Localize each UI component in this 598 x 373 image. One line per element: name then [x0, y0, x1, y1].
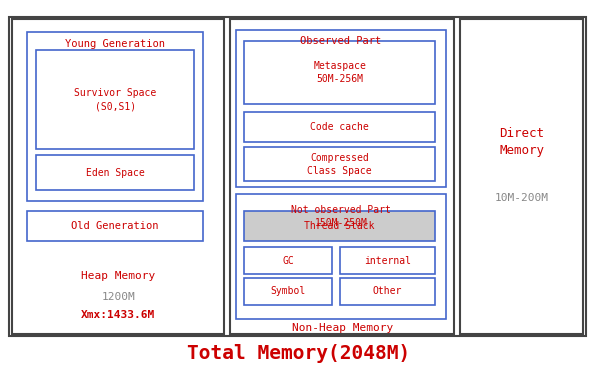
- Bar: [12, 19, 224, 334]
- Bar: [460, 19, 583, 334]
- Text: Xmx:1433.6M: Xmx:1433.6M: [81, 310, 155, 320]
- Text: Metaspace
50M-256M: Metaspace 50M-256M: [313, 61, 366, 84]
- Text: Young Generation: Young Generation: [65, 39, 165, 48]
- Text: Compressed
Class Space: Compressed Class Space: [307, 153, 372, 176]
- Text: Thread Stack: Thread Stack: [304, 221, 375, 231]
- Bar: [27, 211, 203, 241]
- Bar: [36, 50, 194, 149]
- Bar: [244, 147, 435, 181]
- Bar: [340, 278, 435, 305]
- Text: Code cache: Code cache: [310, 122, 369, 132]
- Text: 10M-200M: 10M-200M: [495, 193, 549, 203]
- Text: Eden Space: Eden Space: [86, 167, 145, 178]
- Bar: [230, 19, 454, 334]
- Bar: [36, 155, 194, 190]
- Text: Survivor Space
(S0,S1): Survivor Space (S0,S1): [74, 88, 156, 112]
- Text: Direct
Memory: Direct Memory: [499, 127, 544, 157]
- Bar: [27, 32, 203, 201]
- Bar: [244, 211, 435, 241]
- Bar: [236, 30, 446, 186]
- Bar: [236, 194, 446, 319]
- Text: Not observed Part
150M-250M: Not observed Part 150M-250M: [291, 205, 391, 228]
- Bar: [244, 41, 435, 104]
- Bar: [9, 17, 586, 336]
- Text: Non-Heap Memory: Non-Heap Memory: [292, 323, 393, 333]
- Text: Old Generation: Old Generation: [71, 221, 159, 231]
- Text: 1200M: 1200M: [101, 292, 135, 301]
- Bar: [244, 112, 435, 142]
- Bar: [244, 247, 332, 274]
- Text: Observed Part: Observed Part: [300, 36, 382, 46]
- Text: Total Memory(2048M): Total Memory(2048M): [187, 344, 411, 363]
- Bar: [244, 278, 332, 305]
- Text: Heap Memory: Heap Memory: [81, 271, 155, 281]
- Text: internal: internal: [364, 256, 411, 266]
- Text: GC: GC: [282, 256, 294, 266]
- Bar: [340, 247, 435, 274]
- Text: Symbol: Symbol: [271, 286, 306, 296]
- Text: Other: Other: [373, 286, 402, 296]
